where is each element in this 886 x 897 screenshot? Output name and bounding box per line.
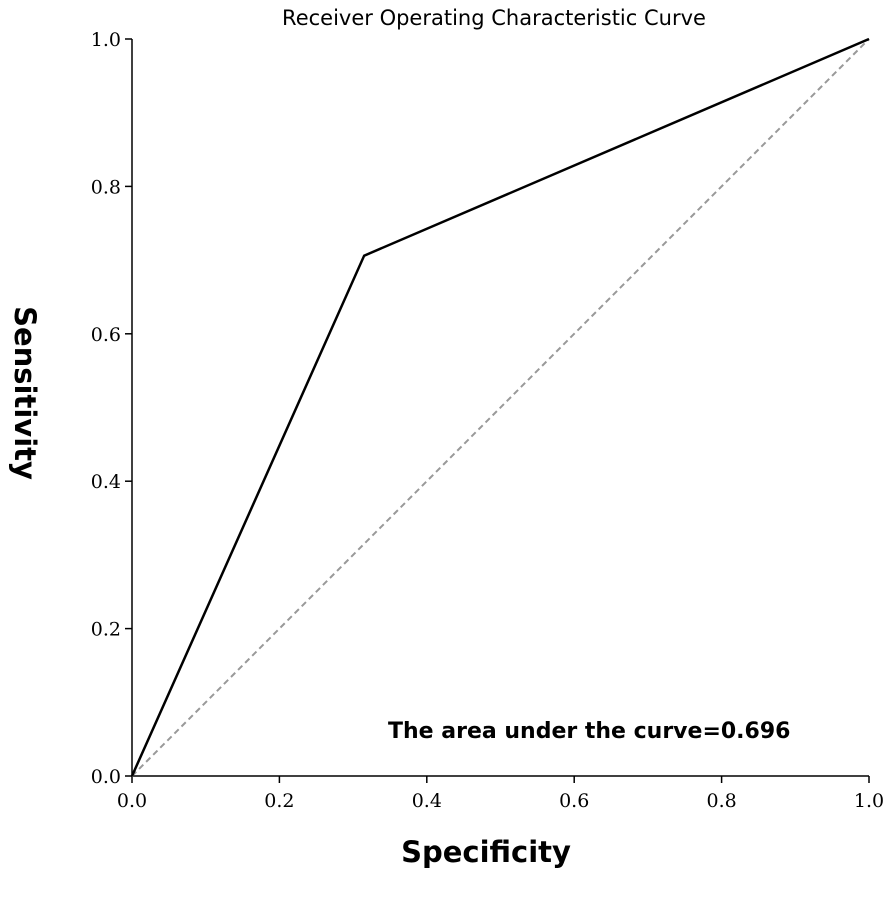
y-tick-label: 1.0 [91,29,121,51]
x-tick-label: 1.0 [854,790,884,812]
x-tick-label: 0.0 [117,790,147,812]
roc-curve-line [130,37,870,777]
x-tick-label: 0.2 [264,790,294,812]
reference-diagonal-line [131,38,870,777]
x-tick-label: 0.4 [412,790,442,812]
y-tick-label: 0.8 [91,176,121,198]
y-axis-title-group: Sensitivity [8,306,42,480]
series-layer [130,37,870,777]
chart-title: Receiver Operating Characteristic Curve [282,6,706,30]
y-tick-label: 0.2 [91,619,121,641]
y-tick-label: 0.0 [91,766,121,788]
y-axis-title: Sensitivity [8,306,42,480]
auc-annotation: The area under the curve=0.696 [388,719,790,744]
x-tick-label: 0.6 [559,790,589,812]
y-tick-label: 0.4 [91,471,121,493]
x-tick-label: 0.8 [706,790,736,812]
axis-ticks: 0.0 0.2 0.4 0.6 0.8 1.0 0.0 0.2 0.4 0.6 0.8 1.0 [91,29,884,812]
x-axis-title: Specificity [401,835,571,869]
y-tick-label: 0.6 [91,324,121,346]
